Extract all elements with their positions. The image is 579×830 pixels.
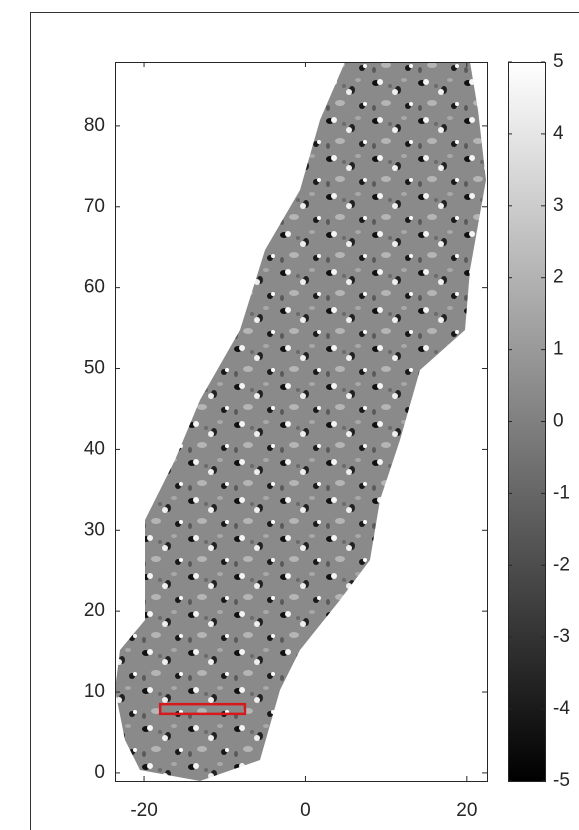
figure-frame	[30, 12, 579, 830]
colorbar-tick-label: 4	[553, 123, 564, 144]
y-tick-label: 80	[84, 115, 105, 136]
y-tick-label: 50	[84, 358, 105, 379]
colorbar-tick-label: -3	[553, 626, 570, 647]
y-tick-label: 60	[84, 277, 105, 298]
y-tick-label: 10	[84, 681, 105, 702]
colorbar	[508, 62, 546, 782]
y-tick-label: 40	[84, 438, 105, 459]
survey-swath	[115, 62, 486, 781]
x-tick-label: -20	[130, 800, 157, 821]
colorbar-tick-label: -4	[553, 698, 570, 719]
x-tick-label: 0	[300, 800, 311, 821]
y-tick-label: 0	[94, 762, 105, 783]
colorbar-tick-label: 5	[553, 51, 564, 72]
colorbar-tick-label: -1	[553, 482, 570, 503]
x-tick-label: 20	[456, 800, 477, 821]
colorbar-tick-label: 3	[553, 195, 564, 216]
colorbar-tick-label: 1	[553, 339, 564, 360]
colorbar-tick-label: -2	[553, 554, 570, 575]
axes-box	[115, 62, 488, 782]
colorbar-tick-label: -5	[553, 770, 570, 791]
colorbar-tick-label: 2	[553, 267, 564, 288]
annotation-rect	[158, 702, 247, 716]
y-tick-label: 70	[84, 196, 105, 217]
colorbar-tick-label: 0	[553, 411, 564, 432]
y-tick-label: 20	[84, 600, 105, 621]
y-tick-label: 30	[84, 519, 105, 540]
